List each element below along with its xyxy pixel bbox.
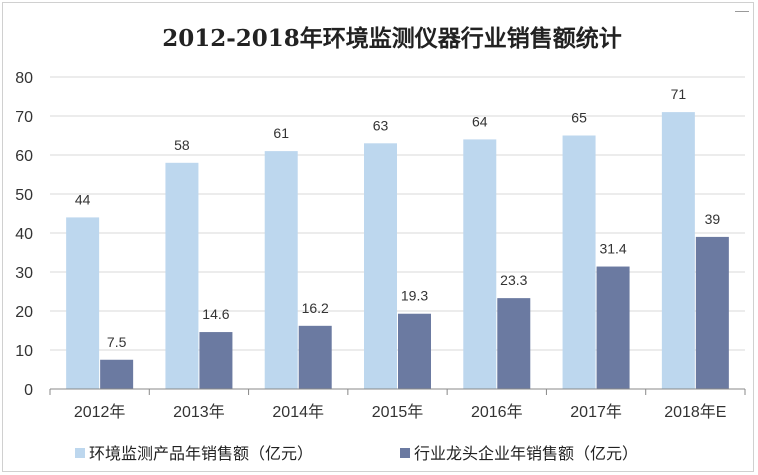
data-label-series-2: 7.5 <box>107 334 127 350</box>
corner-mark <box>735 5 749 12</box>
bar-series-2 <box>398 313 431 389</box>
bars <box>66 112 729 389</box>
y-tick-label: 70 <box>15 109 33 126</box>
bar-series-1 <box>661 112 695 389</box>
data-label-series-1: 58 <box>174 137 190 153</box>
data-label-series-1: 71 <box>671 86 687 102</box>
bar-series-2 <box>298 325 332 389</box>
bar-series-1 <box>463 139 497 389</box>
data-label-series-2: 14.6 <box>202 306 229 322</box>
y-tick-label: 50 <box>15 187 33 204</box>
bar-series-2 <box>199 332 233 389</box>
y-tick-label: 60 <box>15 148 33 165</box>
bar-series-1 <box>562 135 596 389</box>
bar-series-2 <box>100 359 134 389</box>
bar-series-1 <box>66 217 100 389</box>
x-tick-label: 2014年 <box>272 403 324 421</box>
data-label-series-2: 16.2 <box>302 300 329 316</box>
legend-label-series-2: 行业龙头企业年销售额（亿元） <box>414 444 638 463</box>
data-label-series-1: 64 <box>472 113 488 129</box>
y-tick-label: 40 <box>15 226 33 243</box>
x-axis: 2012年 2013年 2014年 2015年 2016年 2017年 2018年E <box>49 388 746 421</box>
data-label-series-2: 19.3 <box>401 288 428 304</box>
gridlines <box>50 76 745 351</box>
x-tick-label: 2016年 <box>471 403 523 421</box>
y-tick-label: 0 <box>24 382 33 399</box>
legend-swatch-series-1 <box>75 448 85 458</box>
bar-series-2 <box>497 298 531 389</box>
data-label-series-1: 63 <box>373 117 389 133</box>
data-label-series-2: 31.4 <box>599 241 626 257</box>
data-labels: 44 58 61 63 64 65 71 7.5 14.6 16.2 19.3 23.3 31.4 39 <box>75 86 721 350</box>
y-tick-label: 80 <box>15 70 33 87</box>
bar-series-1 <box>364 143 397 389</box>
legend-swatch-series-2 <box>400 448 410 458</box>
chart-title: 2012-2018年环境监测仪器行业销售额统计 <box>162 25 622 52</box>
data-label-series-2: 39 <box>705 211 721 227</box>
y-axis: 0 10 20 30 40 50 60 70 80 <box>15 70 33 399</box>
x-tick-label: 2018年E <box>664 403 726 421</box>
bar-series-1 <box>165 162 199 389</box>
x-tick-label: 2017年 <box>570 403 622 421</box>
y-tick-label: 10 <box>15 343 33 360</box>
data-label-series-2: 23.3 <box>500 272 527 288</box>
x-tick-label: 2015年 <box>372 403 424 421</box>
bar-series-1 <box>264 151 298 389</box>
y-tick-label: 30 <box>15 265 33 282</box>
legend-label-series-1: 环境监测产品年销售额（亿元） <box>89 444 313 463</box>
bar-series-2 <box>596 266 630 389</box>
x-tick-label: 2013年 <box>173 403 225 421</box>
bar-series-2 <box>695 236 729 389</box>
data-label-series-1: 65 <box>571 110 587 126</box>
x-tick-label: 2012年 <box>74 403 126 421</box>
data-label-series-1: 61 <box>273 125 289 141</box>
legend: 环境监测产品年销售额（亿元） 行业龙头企业年销售额（亿元） <box>75 444 638 463</box>
data-label-series-1: 44 <box>75 191 91 207</box>
y-tick-label: 20 <box>15 304 33 321</box>
